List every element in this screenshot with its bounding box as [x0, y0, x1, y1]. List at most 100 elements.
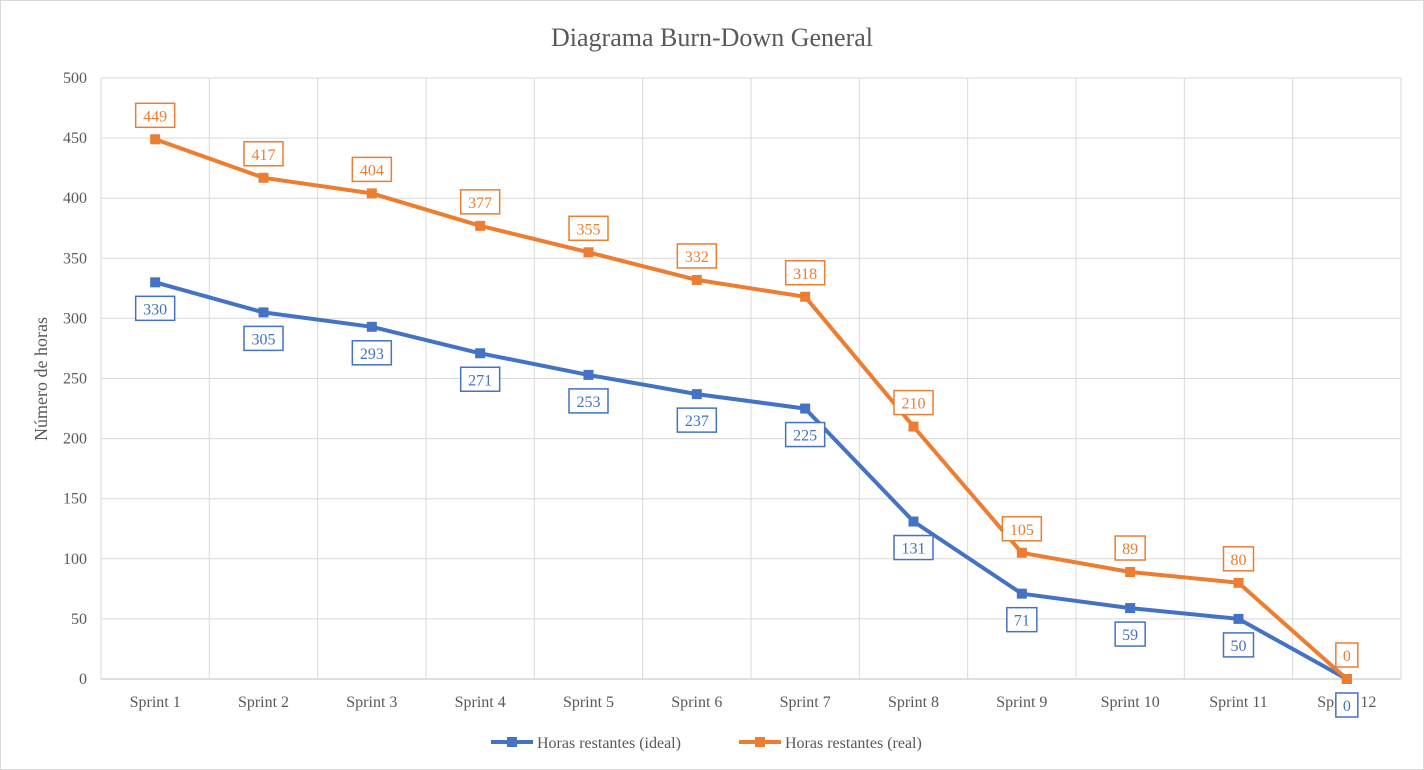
data-label: 71 — [1006, 606, 1038, 633]
legend: Horas restantes (ideal) Horas restantes (… — [491, 735, 922, 752]
data-label-box — [351, 156, 393, 183]
data-label-box — [134, 102, 176, 129]
data-label: 0 — [1335, 642, 1359, 668]
x-tick-label: Sprint 11 — [1209, 694, 1268, 711]
data-label-text: 318 — [793, 266, 817, 283]
data-label-box — [1335, 692, 1359, 718]
x-axis-ticks: Sprint 1 Sprint 2 Sprint 3 Sprint 4 Sprint 5… — [130, 694, 1377, 711]
data-point — [908, 516, 919, 527]
y-tick-label: 350 — [63, 250, 87, 267]
data-point — [1125, 567, 1136, 578]
series-line — [154, 137, 1349, 681]
data-label-box — [459, 189, 501, 215]
data-label: 50 — [1222, 632, 1255, 658]
data-labels-layer: 330 305 293 271 253 237 225 131 71 59 50 0 449 417 404… — [134, 102, 1359, 718]
data-point — [800, 291, 811, 302]
data-label: 404 — [351, 156, 393, 183]
data-label: 131 — [893, 534, 934, 561]
legend-swatch-marker — [755, 737, 765, 747]
data-label-text: 0 — [1343, 648, 1351, 665]
data-label-text: 59 — [1122, 627, 1138, 644]
data-label: 318 — [784, 260, 826, 286]
x-tick-label: Sprint 8 — [888, 694, 939, 711]
data-label-box — [676, 407, 718, 433]
data-label-text: 293 — [360, 346, 384, 363]
data-label-box — [1335, 642, 1359, 668]
data-point — [1016, 547, 1027, 558]
data-point — [1233, 577, 1244, 588]
data-point — [475, 348, 486, 359]
data-label-box — [1222, 546, 1255, 572]
data-label: 80 — [1222, 546, 1255, 572]
data-point — [258, 172, 269, 183]
legend-item: Horas restantes (ideal) — [491, 735, 681, 752]
data-label: 105 — [1001, 516, 1043, 542]
data-label-box — [1006, 606, 1038, 633]
legend-label: Horas restantes (real) — [785, 735, 922, 752]
data-label-box — [784, 260, 826, 286]
data-label: 271 — [459, 366, 501, 393]
y-tick-label: 450 — [63, 130, 87, 147]
x-tick-label: Sprint 7 — [780, 694, 831, 711]
data-point — [1125, 603, 1136, 614]
y-tick-label: 200 — [63, 431, 87, 448]
data-point — [366, 321, 377, 332]
data-label-box — [243, 325, 284, 352]
x-tick-label: Sprint 1 — [130, 694, 181, 711]
data-label-text: 89 — [1122, 541, 1138, 558]
data-label-text: 210 — [902, 396, 926, 413]
data-point — [1016, 588, 1027, 599]
y-tick-label: 100 — [63, 551, 87, 568]
series-layer — [150, 134, 1352, 684]
data-point — [583, 247, 594, 258]
y-tick-label: 250 — [63, 371, 87, 388]
data-label-box — [893, 534, 934, 561]
data-label-text: 253 — [577, 394, 601, 411]
data-point — [908, 421, 919, 432]
series-line — [154, 280, 1348, 681]
data-label-text: 50 — [1231, 638, 1247, 655]
data-label-box — [1114, 535, 1146, 561]
y-axis-label: Número de horas — [31, 317, 51, 441]
data-point — [475, 220, 486, 231]
data-label-text: 449 — [143, 108, 167, 125]
data-point — [691, 274, 702, 285]
data-label: 59 — [1114, 621, 1146, 647]
data-label-text: 404 — [360, 162, 384, 179]
x-tick-label: Sprint 3 — [346, 694, 397, 711]
data-label: 89 — [1114, 535, 1146, 561]
y-tick-label: 150 — [63, 491, 87, 508]
y-tick-label: 400 — [63, 190, 87, 207]
data-label: 377 — [459, 189, 501, 215]
x-tick-label: Sprint 10 — [1101, 694, 1160, 711]
chart-title: Diagrama Burn-Down General — [551, 23, 873, 52]
data-label-text: 80 — [1231, 552, 1247, 569]
data-label-text: 271 — [468, 372, 492, 389]
data-point — [1341, 674, 1352, 684]
data-label-box — [784, 421, 826, 448]
data-point — [366, 188, 377, 199]
data-label: 225 — [784, 421, 826, 448]
x-tick-label: Sprint 5 — [563, 694, 614, 711]
data-point — [1233, 613, 1244, 624]
y-tick-label: 300 — [63, 310, 87, 327]
gridlines — [100, 77, 1402, 680]
data-label-text: 0 — [1343, 698, 1351, 715]
data-label-box — [568, 215, 609, 242]
data-label-box — [459, 366, 501, 393]
data-label-text: 225 — [793, 428, 817, 445]
data-label-box — [351, 340, 393, 366]
series-real — [150, 134, 1352, 684]
legend-label: Horas restantes (ideal) — [537, 735, 681, 752]
data-label-box — [676, 243, 718, 269]
data-label: 332 — [676, 243, 718, 269]
x-tick-label: Sprint 4 — [455, 694, 506, 711]
data-label-text: 355 — [577, 221, 601, 238]
data-label-box — [568, 388, 609, 414]
data-label-text: 330 — [143, 301, 167, 318]
data-point — [258, 307, 269, 318]
data-label: 305 — [243, 325, 284, 352]
data-label: 355 — [568, 215, 609, 242]
data-point — [150, 277, 161, 288]
data-label-text: 417 — [252, 147, 276, 164]
